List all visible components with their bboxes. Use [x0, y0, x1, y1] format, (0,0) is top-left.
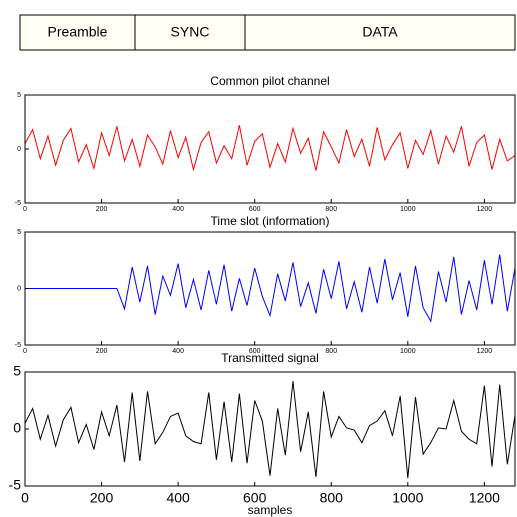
y-tick-label: 0: [17, 285, 21, 292]
x-tick-label: 600: [249, 206, 261, 213]
x-tick-label: 0: [21, 489, 29, 505]
x-tick-label: 0: [23, 348, 27, 355]
y-tick-label: -5: [15, 200, 21, 207]
frame-field-label: Preamble: [48, 24, 108, 40]
frame-field: [19, 14, 136, 51]
chart-title: Time slot (information): [211, 214, 330, 228]
x-tick-label: 600: [249, 348, 261, 355]
chart-title: Transmitted signal: [221, 351, 319, 365]
frame-field-label: DATA: [362, 24, 398, 40]
frame-field: [134, 14, 246, 51]
signal-line: [25, 254, 516, 323]
x-tick-label: 1000: [400, 348, 416, 355]
signal-line: [24, 125, 516, 172]
x-tick-label: 1000: [400, 206, 416, 213]
chart-title: Common pilot channel: [210, 74, 329, 88]
x-tick-label: 1200: [469, 489, 500, 505]
signal-line: [24, 381, 516, 479]
x-tick-label: 1200: [477, 206, 493, 213]
x-tick-label: 1000: [392, 489, 423, 505]
x-tick-label: 400: [172, 206, 184, 213]
x-tick-label: 800: [325, 348, 337, 355]
frame-field: [244, 14, 516, 51]
y-tick-label: 0: [17, 146, 21, 153]
x-tick-label: 200: [96, 206, 108, 213]
x-tick-label: 200: [96, 348, 108, 355]
frame-field-label: SYNC: [171, 24, 210, 40]
x-tick-label: 400: [172, 348, 184, 355]
x-tick-label: 400: [166, 489, 190, 505]
y-tick-label: -5: [15, 342, 21, 349]
y-tick-label: 5: [17, 92, 21, 99]
x-tick-label: 0: [23, 206, 27, 213]
y-tick-label: 5: [17, 229, 21, 236]
x-axis-label: samples: [248, 503, 293, 517]
x-tick-label: 800: [320, 489, 344, 505]
x-tick-label: 200: [90, 489, 114, 505]
y-tick-label: -5: [9, 477, 22, 493]
y-tick-label: 0: [13, 420, 21, 436]
x-tick-label: 600: [243, 489, 267, 505]
x-tick-label: 1200: [477, 348, 493, 355]
x-tick-label: 800: [325, 206, 337, 213]
y-tick-label: 5: [13, 363, 21, 379]
